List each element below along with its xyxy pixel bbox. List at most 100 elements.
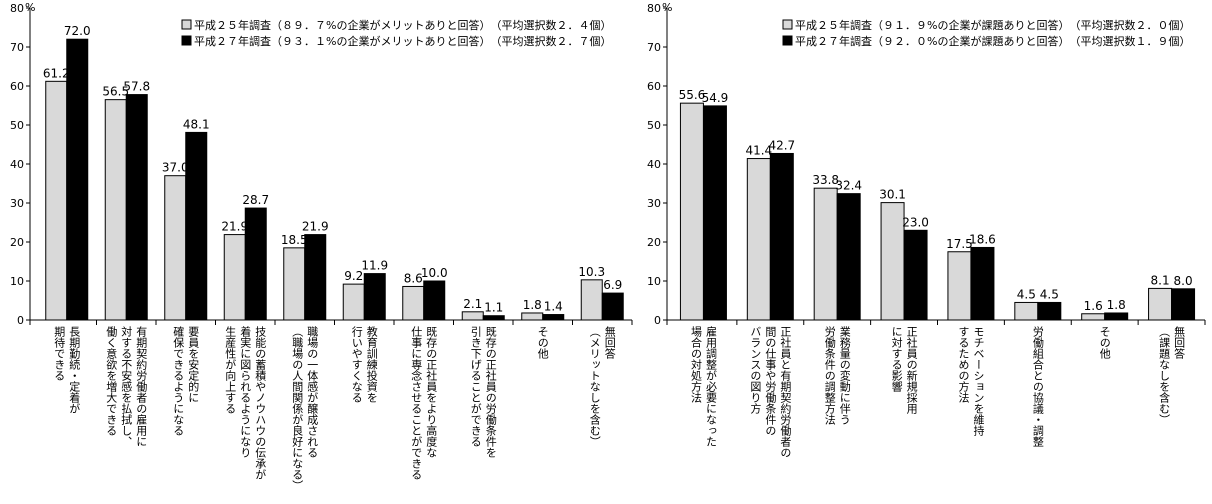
- data-label: 8.0: [1174, 274, 1193, 288]
- bar-h27: [702, 105, 727, 321]
- category-label: 期待できる: [53, 326, 66, 381]
- bar-h27: [836, 193, 861, 321]
- y-tick-label: 10: [10, 275, 24, 288]
- chart-2: 0 10 20 30 40 50 60 70 80 % 55.654.9 雇用調整が必要になった場合の…: [647, 1, 1206, 458]
- category-label: 雇用調整が必要になった: [704, 325, 717, 447]
- category-label: 無回答: [1173, 325, 1186, 360]
- y-tick-label: 20: [647, 236, 661, 249]
- category-label: 要員を安定的に: [187, 326, 200, 403]
- data-label: 8.6: [404, 271, 423, 285]
- category-label: 確保できるようになる: [172, 325, 185, 436]
- data-label: 23.0: [902, 215, 929, 229]
- category-label: 着実に図られるようになり: [239, 325, 252, 458]
- data-label: 28.7: [242, 193, 269, 207]
- category-label: （職場の人間関係が良好になる）: [291, 326, 304, 491]
- category-label: 正社員の新規採用: [905, 326, 918, 415]
- category-label: するための方法: [957, 326, 970, 403]
- data-label: 18.5: [281, 233, 308, 247]
- category-label: 生産性が向上する: [224, 325, 237, 414]
- bar-h27: [970, 246, 995, 321]
- data-label: 17.5: [946, 237, 973, 251]
- category-label: 対する不安感を払拭し、: [120, 325, 133, 447]
- category-label: 長期勤続・定着が: [68, 326, 81, 414]
- data-label: 11.9: [361, 259, 388, 273]
- category-label: 職場の一体感が醸成される: [306, 326, 319, 458]
- y-tick-label: 20: [10, 236, 24, 249]
- bar-h27: [423, 280, 446, 321]
- data-label: 8.1: [1151, 273, 1170, 287]
- data-label: 18.6: [969, 232, 996, 246]
- bar-h27: [601, 292, 624, 321]
- category-label: 有期契約労働者の雇用に: [135, 325, 148, 447]
- y-tick-label: 80: [10, 2, 24, 15]
- bar-h25: [461, 311, 484, 321]
- data-label: 10.0: [421, 266, 448, 280]
- bar-h27: [185, 131, 208, 321]
- bar-h25: [746, 158, 771, 321]
- data-label: 42.7: [768, 138, 795, 152]
- data-label: 1.1: [484, 301, 503, 315]
- y-tick-label: 30: [10, 197, 24, 210]
- data-label: 30.1: [879, 188, 906, 202]
- category-label: 技能の蓄積やノウハウの伝承が: [254, 326, 267, 480]
- data-label: 6.9: [603, 278, 622, 292]
- category-label: バランスの図り方: [749, 326, 762, 414]
- bar-h27: [769, 152, 794, 321]
- data-label: 54.9: [702, 91, 729, 105]
- data-label: 1.8: [523, 298, 542, 312]
- bar-h27: [903, 229, 928, 321]
- data-label: 1.6: [1084, 299, 1103, 313]
- data-label: 4.5: [1017, 287, 1036, 301]
- y-tick-label: 70: [10, 41, 24, 54]
- y-tick-label: 40: [647, 158, 661, 171]
- category-label: 場合の対処方法: [689, 326, 702, 403]
- y-tick-label: 70: [647, 41, 661, 54]
- y-tick-label: 50: [10, 119, 24, 132]
- y-unit-label: %: [25, 1, 35, 14]
- data-label: 37.0: [162, 161, 189, 175]
- category-label: 労働組合との協議・調整: [1031, 325, 1044, 447]
- legend-swatch: [782, 19, 793, 30]
- category-label: 仕事に専念させることができる: [410, 326, 423, 480]
- data-label: 72.0: [64, 24, 91, 38]
- category-label: モチベーションを維持: [972, 326, 985, 437]
- legend-label: 平成２５年調査（９１．９%の企業が課題ありと回答） （平均選択数２．０個）: [795, 18, 1190, 32]
- category-label: 教育訓練投資を: [365, 326, 378, 403]
- y-tick-label: 0: [17, 314, 24, 327]
- bar-h27: [304, 234, 327, 321]
- bar-h25: [947, 251, 972, 321]
- category-label: 既存の正社員をより高度な: [425, 326, 438, 458]
- bar-h25: [342, 283, 365, 321]
- data-label: 2.1: [463, 297, 482, 311]
- category-label: （メリットなしを含む）: [588, 326, 601, 447]
- bar-h27: [1037, 301, 1062, 321]
- bar-h25: [402, 285, 425, 321]
- data-label: 55.6: [679, 88, 706, 102]
- category-label: 引き下げることができる: [469, 325, 482, 447]
- data-label: 1.8: [1107, 298, 1126, 312]
- bar-h25: [1014, 301, 1039, 321]
- bar-h27: [482, 315, 505, 321]
- bar-h27: [542, 314, 565, 321]
- data-label: 57.8: [123, 80, 150, 94]
- category-label: 無回答: [603, 325, 616, 360]
- bar-h25: [521, 312, 544, 321]
- category-label: 間の仕事や労働条件の: [764, 326, 777, 436]
- y-tick-label: 50: [647, 119, 661, 132]
- bar-h25: [880, 202, 905, 321]
- y-tick-label: 80: [647, 2, 661, 15]
- legend-label: 平成２７年調査（９２．０%の企業が課題ありと回答） （平均選択数１．９個）: [795, 34, 1190, 48]
- data-label: 1.4: [544, 300, 563, 314]
- bar-h25: [580, 279, 603, 321]
- data-label: 48.1: [183, 117, 210, 131]
- data-label: 21.9: [302, 220, 329, 234]
- category-label: その他: [1098, 326, 1111, 359]
- bar-h25: [1081, 313, 1106, 321]
- data-label: 56.5: [102, 85, 129, 99]
- y-tick-label: 60: [647, 80, 661, 93]
- y-tick-label: 30: [647, 197, 661, 210]
- data-label: 33.8: [812, 173, 839, 187]
- bar-h27: [1171, 288, 1196, 321]
